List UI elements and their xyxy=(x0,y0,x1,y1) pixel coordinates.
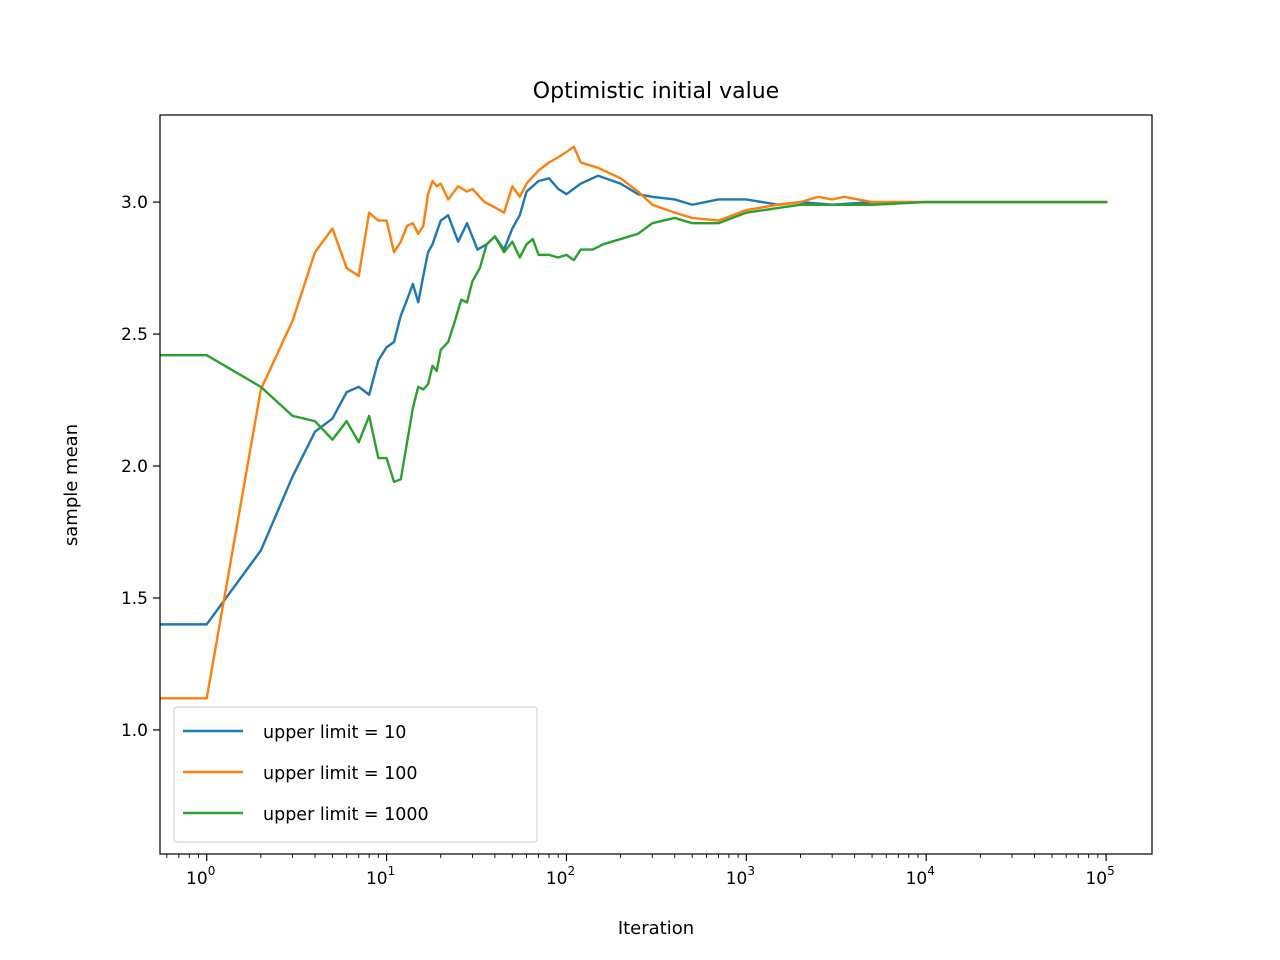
y-tick-label: 2.0 xyxy=(121,457,148,477)
x-tick-exponent: 0 xyxy=(208,864,216,878)
x-tick-exponent: 1 xyxy=(388,864,396,878)
legend-label-0: upper limit = 10 xyxy=(263,723,406,743)
legend-label-2: upper limit = 1000 xyxy=(263,805,429,825)
y-axis: 1.0 1.5 2.0 2.5 3.0 xyxy=(121,193,160,741)
x-tick-label: 100 xyxy=(186,864,215,889)
legend: upper limit = 10 upper limit = 100 upper l… xyxy=(173,706,538,843)
plot-frame xyxy=(159,114,1153,855)
x-tick-label: 105 xyxy=(1085,864,1114,889)
y-tick-label: 1.5 xyxy=(121,589,148,609)
x-tick-exponent: 2 xyxy=(567,864,575,878)
x-tick-base: 10 xyxy=(726,869,748,889)
series-line-1 xyxy=(160,145,1108,700)
legend-box xyxy=(173,706,538,843)
x-tick-base: 10 xyxy=(366,869,388,889)
series-layer xyxy=(160,145,1108,700)
x-tick-label: 104 xyxy=(906,864,935,889)
y-tick-label: 3.0 xyxy=(121,193,148,213)
x-tick-base: 10 xyxy=(186,869,208,889)
x-axis: 100 101 102 103 104 105 xyxy=(166,854,1115,889)
x-tick-base: 10 xyxy=(906,869,928,889)
x-tick-exponent: 4 xyxy=(927,864,935,878)
chart-title: Optimistic initial value xyxy=(533,79,779,104)
y-tick-label: 2.5 xyxy=(121,325,148,345)
x-tick-exponent: 3 xyxy=(747,864,755,878)
series-line-2 xyxy=(160,200,1108,484)
x-tick-base: 10 xyxy=(1085,869,1107,889)
y-tick-label: 1.0 xyxy=(121,721,148,741)
legend-label-1: upper limit = 100 xyxy=(263,764,418,784)
y-axis-label: sample mean xyxy=(61,424,82,546)
x-axis-label: Iteration xyxy=(618,918,694,939)
x-tick-label: 102 xyxy=(546,864,575,889)
x-tick-base: 10 xyxy=(546,869,568,889)
x-tick-label: 103 xyxy=(726,864,755,889)
x-tick-label: 101 xyxy=(366,864,395,889)
x-tick-exponent: 5 xyxy=(1107,864,1115,878)
